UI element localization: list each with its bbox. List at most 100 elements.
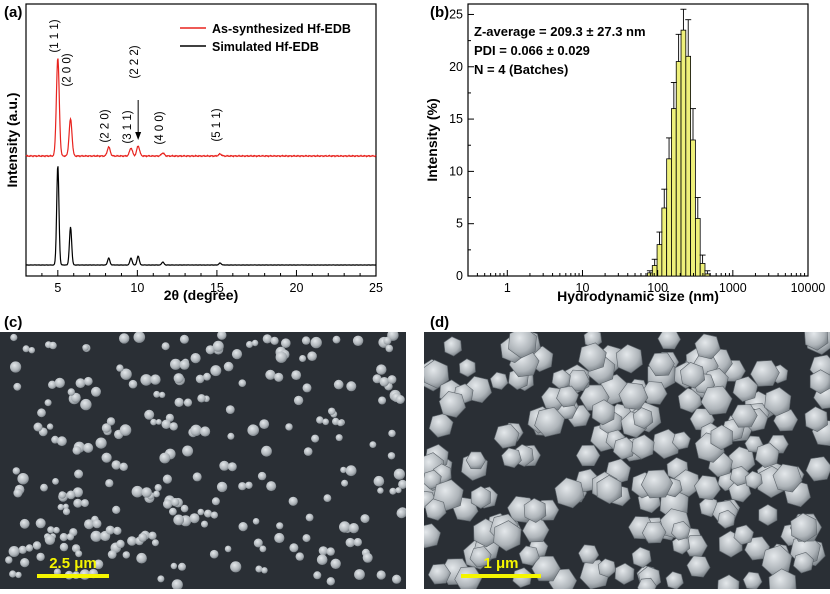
xrd-peak-label: (4 0 0)	[154, 111, 166, 144]
sem-particle	[150, 374, 161, 385]
sem-nanocrystal	[490, 371, 509, 390]
sem-nanocrystal	[637, 577, 657, 589]
sem-particle	[252, 518, 260, 525]
xrd-x-axis-title: 2θ (degree)	[164, 287, 238, 303]
sem-nanocrystal	[683, 535, 708, 557]
xrd-x-tick-label: 5	[54, 281, 61, 295]
sem-particle	[133, 332, 146, 343]
dls-x-tick-label: 10000	[791, 281, 826, 295]
sem-particle	[83, 376, 93, 386]
sem-particle	[333, 379, 344, 390]
sem-particle	[230, 561, 242, 573]
sem-nanocrystal	[640, 469, 674, 499]
sem-particle	[313, 571, 322, 580]
sem-particle	[57, 503, 64, 511]
sem-particle	[13, 382, 22, 391]
sem-particle	[247, 424, 259, 437]
sem-particle	[376, 364, 387, 375]
sem-particle	[13, 488, 23, 498]
dls-y-axis-title: Intensity (%)	[424, 98, 440, 181]
sem-particle	[299, 355, 307, 362]
sem-particle	[396, 508, 406, 519]
sem-particle	[255, 565, 263, 573]
sem-particle	[346, 381, 357, 392]
sem-particle	[163, 499, 173, 509]
sem-particle	[265, 369, 276, 380]
sem-particle	[28, 347, 35, 354]
sem-particle	[63, 503, 69, 510]
sem-c-scale-bar	[37, 574, 109, 578]
sem-nanocrystal	[614, 562, 635, 585]
sem-particle	[111, 460, 121, 470]
sem-particle	[389, 487, 397, 495]
sem-particle	[180, 504, 189, 513]
dls-bar	[690, 139, 696, 277]
sem-particle	[153, 390, 161, 398]
sem-particle	[360, 514, 370, 524]
sem-particle	[216, 481, 228, 493]
sem-nanocrystal	[470, 485, 491, 509]
dls-x-tick-label: 100	[647, 281, 668, 295]
sem-particle	[205, 345, 215, 355]
sem-particle	[169, 422, 178, 431]
sem-particle	[70, 392, 81, 403]
sem-particle	[128, 379, 138, 389]
sem-particle	[305, 513, 314, 522]
sem-particle	[326, 577, 335, 586]
sem-particle	[395, 487, 402, 494]
xrd-y-axis-title: Intensity (a.u.)	[4, 93, 20, 188]
sem-nanocrystal	[672, 535, 691, 555]
sem-particle	[332, 335, 341, 344]
sem-image-d: 1 μm	[424, 332, 830, 589]
panel-label-b: (b)	[430, 4, 449, 21]
dls-bar	[661, 207, 668, 277]
sem-nanocrystal	[575, 444, 601, 467]
dls-chart: 1 10 100 1000 10000 0 5 10 15 20 25 Z-average = 20…	[424, 3, 826, 304]
sem-particle	[310, 336, 322, 349]
dls-bars	[647, 29, 711, 277]
sem-particle	[37, 408, 46, 418]
sem-particle	[44, 399, 52, 407]
sem-particle	[285, 423, 293, 431]
sem-particle	[211, 497, 220, 506]
xrd-x-tick-label: 25	[369, 281, 383, 295]
sem-particle	[105, 525, 115, 535]
dls-y-tick-label: 25	[449, 7, 463, 21]
sem-nanocrystal	[790, 512, 818, 543]
sem-particle	[179, 359, 190, 370]
sem-particle	[93, 559, 104, 570]
sem-particle	[348, 523, 359, 534]
sem-particle	[275, 351, 287, 363]
sem-particle	[75, 550, 83, 558]
sem-nanocrystal	[665, 571, 684, 589]
panel-label-d: (d)	[430, 314, 449, 331]
sem-particle	[15, 571, 22, 579]
sem-particle	[120, 368, 132, 380]
sem-nanocrystal	[518, 545, 540, 566]
sem-particle	[57, 436, 67, 447]
sem-particle	[303, 447, 313, 456]
sem-particle	[101, 423, 112, 433]
sem-particle	[276, 522, 284, 530]
sem-particle	[169, 507, 177, 516]
sem-nanocrystal	[717, 574, 740, 589]
xrd-peak-label: (2 0 0)	[62, 53, 74, 86]
sem-particle	[291, 370, 302, 380]
sem-particle	[159, 391, 166, 398]
sem-particle	[91, 386, 101, 397]
sem-particle	[90, 530, 102, 542]
dls-bar	[666, 158, 672, 277]
sem-particle	[119, 424, 132, 436]
sem-particle	[395, 395, 405, 404]
sem-particle	[201, 520, 208, 528]
sem-particle	[337, 419, 344, 427]
sem-particle	[83, 442, 94, 453]
sem-particle	[383, 336, 392, 345]
sem-particle	[153, 490, 160, 498]
sem-particle	[105, 479, 114, 488]
sem-particle	[335, 434, 343, 442]
xrd-peak-arrowhead	[135, 132, 142, 140]
xrd-series-as-synthesized	[25, 58, 377, 158]
sem-particle	[17, 473, 29, 485]
dls-plot-frame	[467, 3, 809, 277]
